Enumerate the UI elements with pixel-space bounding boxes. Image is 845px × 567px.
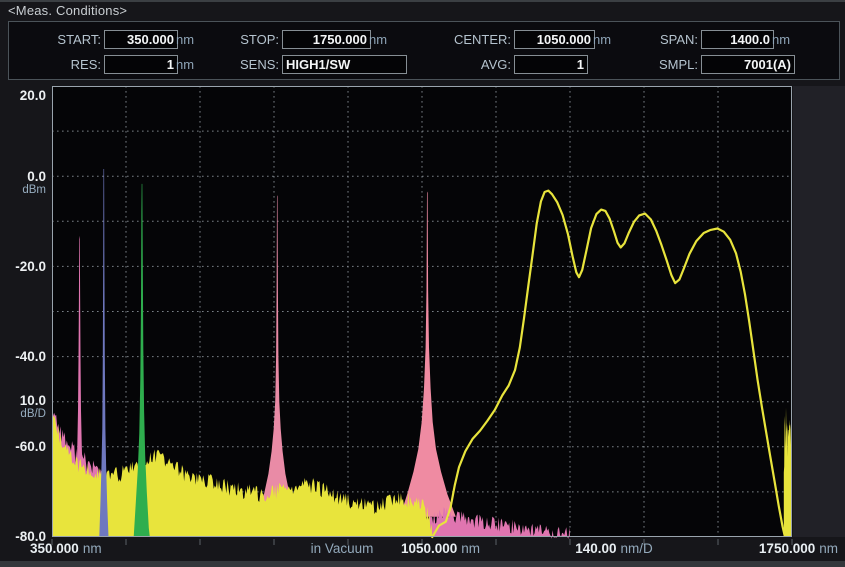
y-label-neg20: -20.0 <box>15 259 46 274</box>
smpl-label: SMPL: <box>658 57 698 72</box>
window-top-edge <box>0 0 845 2</box>
center-label: CENTER: <box>453 32 511 47</box>
stop-label: STOP: <box>240 32 279 47</box>
span-input[interactable]: 1400.0 <box>701 30 774 49</box>
window-bottom-edge <box>0 561 845 567</box>
start-label: START: <box>57 32 101 47</box>
y-label-neg60: -60.0 <box>15 439 46 454</box>
meas-conditions-panel: START: 350.000 nm STOP: 1750.000 nm CENT… <box>8 21 840 80</box>
stop-input[interactable]: 1750.000 <box>282 30 371 49</box>
x-label-stop: 1750.000 nm <box>758 541 838 556</box>
y-label-neg80: -80.0 <box>15 529 46 544</box>
span-unit: nm <box>772 32 791 47</box>
res-label: RES: <box>70 57 101 72</box>
avg-label: AVG: <box>480 57 511 72</box>
x-label-center: 1050.000 nm <box>400 541 481 556</box>
meas-conditions-title: <Meas. Conditions> <box>8 3 128 18</box>
y-label-20: 20.0 <box>19 88 46 103</box>
center-unit: nm <box>593 32 612 47</box>
y-label-0: 0.0 <box>27 169 46 184</box>
res-input[interactable]: 1 <box>104 55 178 74</box>
stop-unit: nm <box>369 32 388 47</box>
center-input[interactable]: 1050.000 <box>514 30 595 49</box>
smpl-input[interactable]: 7001(A) <box>701 55 795 74</box>
span-label: SPAN: <box>659 32 698 47</box>
spectrum-svg[interactable] <box>51 86 793 545</box>
x-label-medium: in Vacuum <box>310 541 374 556</box>
y-unit-dbm: dBm <box>22 184 46 196</box>
y-label-neg40: -40.0 <box>15 349 46 364</box>
start-input[interactable]: 350.000 <box>104 30 178 49</box>
sens-input[interactable]: HIGH1/SW <box>282 55 407 74</box>
right-side-strip <box>793 86 845 537</box>
x-label-start: 350.000 nm <box>30 541 102 556</box>
y-scale-value: 10.0 <box>19 393 46 408</box>
start-unit: nm <box>176 32 195 47</box>
sens-label: SENS: <box>239 57 279 72</box>
avg-input[interactable]: 1 <box>514 55 588 74</box>
x-label-per-div: 140.00 nm/D <box>575 541 653 556</box>
res-unit: nm <box>176 57 195 72</box>
y-scale-unit: dB/D <box>20 408 46 420</box>
